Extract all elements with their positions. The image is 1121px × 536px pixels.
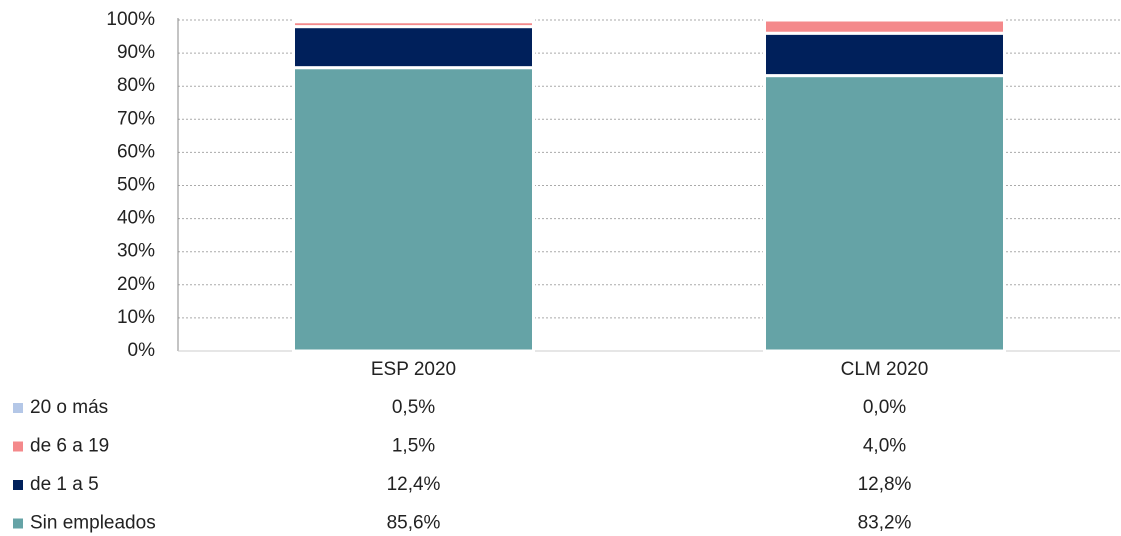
table-value: 1,5%	[392, 436, 435, 457]
y-tick-label: 30%	[117, 241, 155, 262]
y-tick-label: 70%	[117, 108, 155, 129]
y-tick-label: 100%	[106, 9, 155, 30]
legend-swatch	[13, 441, 23, 452]
bar-segment	[292, 66, 535, 353]
y-tick-label: 90%	[117, 42, 155, 63]
legend-label: de 1 a 5	[30, 474, 99, 495]
table-value: 0,0%	[863, 397, 906, 418]
legend-label: 20 o más	[30, 397, 108, 418]
x-tick-label: ESP 2020	[371, 359, 456, 380]
y-tick-label: 10%	[117, 307, 155, 328]
legend-swatch	[13, 480, 23, 490]
table-value: 85,6%	[387, 513, 441, 534]
y-tick-label: 80%	[117, 75, 155, 96]
y-tick-label: 20%	[117, 274, 155, 295]
table-value: 12,4%	[387, 474, 441, 495]
bar-segment	[763, 18, 1006, 35]
bar-segment	[292, 25, 535, 70]
table-value: 83,2%	[858, 513, 912, 534]
y-tick-label: 40%	[117, 208, 155, 229]
y-tick-label: 60%	[117, 141, 155, 162]
legend-label: de 6 a 19	[30, 436, 109, 457]
y-tick-label: 50%	[117, 175, 155, 196]
bar-segment	[763, 74, 1006, 353]
table-value: 0,5%	[392, 397, 435, 418]
legend-swatch	[13, 403, 23, 413]
legend-swatch	[13, 518, 23, 529]
bar-segment	[292, 18, 535, 24]
legend-label: Sin empleados	[30, 513, 156, 534]
table-value: 4,0%	[863, 436, 906, 457]
bar-segment	[763, 31, 1006, 78]
y-tick-label: 0%	[128, 340, 156, 361]
x-tick-label: CLM 2020	[841, 359, 929, 380]
table-value: 12,8%	[858, 474, 912, 495]
